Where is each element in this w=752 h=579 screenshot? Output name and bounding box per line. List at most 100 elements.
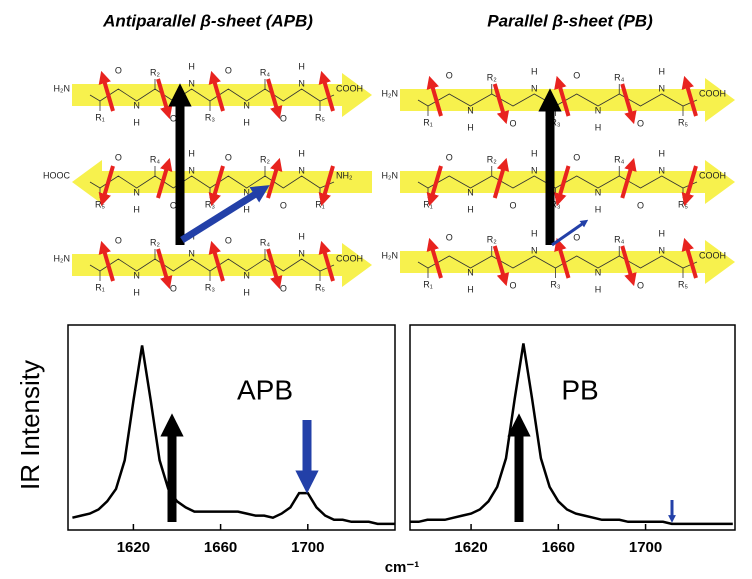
x-tick-label: 1660: [204, 539, 237, 556]
r-group: R₂: [150, 67, 160, 77]
o-atom: O: [225, 152, 232, 162]
h-atom: H: [531, 148, 538, 158]
o-atom: O: [573, 70, 580, 80]
r-group: R₃: [205, 199, 215, 209]
end-group: HOOC: [43, 170, 71, 180]
o-atom: O: [280, 200, 287, 210]
y-axis-label: IR Intensity: [15, 360, 45, 490]
h-atom: H: [243, 117, 250, 127]
r-group: R₃: [550, 279, 560, 289]
n-atom: N: [243, 100, 250, 110]
panel-title: Antiparallel β-sheet (APB): [102, 11, 313, 30]
h-atom: H: [531, 66, 538, 76]
o-atom: O: [573, 152, 580, 162]
end-group: NH₂: [336, 170, 353, 180]
r-group: R₁: [423, 199, 433, 209]
r-group: R₅: [678, 117, 688, 127]
h-atom: H: [595, 122, 602, 132]
o-atom: O: [637, 118, 644, 128]
o-atom: O: [280, 283, 287, 293]
n-atom: N: [298, 78, 305, 88]
n-atom: N: [188, 248, 195, 258]
r-group: R₅: [315, 112, 325, 122]
annotation: APB: [237, 374, 293, 405]
r-group: R₂: [260, 154, 270, 164]
end-group: H₂N: [382, 170, 399, 180]
h-atom: H: [133, 287, 140, 297]
x-tick-label: 1620: [454, 539, 487, 556]
o-atom: O: [573, 232, 580, 242]
r-group: R₂: [150, 237, 160, 247]
h-atom: H: [467, 204, 474, 214]
h-atom: H: [298, 148, 305, 158]
x-axis-label: cm⁻¹: [385, 559, 420, 576]
end-group: COOH: [336, 83, 363, 93]
o-atom: O: [509, 200, 516, 210]
n-atom: N: [531, 165, 538, 175]
n-atom: N: [298, 248, 305, 258]
h-atom: H: [243, 204, 250, 214]
n-atom: N: [467, 187, 474, 197]
o-atom: O: [446, 152, 453, 162]
h-atom: H: [133, 204, 140, 214]
o-atom: O: [280, 113, 287, 123]
n-atom: N: [531, 245, 538, 255]
h-atom: H: [595, 284, 602, 294]
n-atom: N: [467, 105, 474, 115]
h-atom: H: [298, 231, 305, 241]
r-group: R₄: [150, 154, 160, 164]
r-group: R₂: [487, 234, 497, 244]
o-atom: O: [225, 65, 232, 75]
h-atom: H: [595, 204, 602, 214]
r-group: R₅: [678, 279, 688, 289]
end-group: COOH: [699, 250, 726, 260]
o-atom: O: [509, 118, 516, 128]
o-atom: O: [225, 235, 232, 245]
o-atom: O: [115, 235, 122, 245]
x-tick-label: 1660: [542, 539, 575, 556]
r-group: R₁: [423, 117, 433, 127]
panel-title: Parallel β-sheet (PB): [487, 11, 653, 30]
r-group: R₄: [614, 72, 624, 82]
o-atom: O: [637, 200, 644, 210]
h-atom: H: [659, 148, 666, 158]
end-group: H₂N: [54, 253, 71, 263]
o-atom: O: [509, 280, 516, 290]
end-group: COOH: [336, 253, 363, 263]
annotation: PB: [561, 374, 598, 405]
n-atom: N: [188, 165, 195, 175]
n-atom: N: [659, 165, 666, 175]
r-group: R₄: [614, 154, 624, 164]
h-atom: H: [531, 228, 538, 238]
n-atom: N: [133, 270, 140, 280]
end-group: H₂N: [382, 88, 399, 98]
n-atom: N: [595, 267, 602, 277]
n-atom: N: [659, 83, 666, 93]
n-atom: N: [298, 165, 305, 175]
r-group: R₄: [260, 67, 270, 77]
h-atom: H: [467, 284, 474, 294]
o-atom: O: [446, 70, 453, 80]
r-group: R₅: [95, 199, 105, 209]
o-atom: O: [170, 283, 177, 293]
o-atom: O: [115, 152, 122, 162]
n-atom: N: [659, 245, 666, 255]
r-group: R₂: [487, 154, 497, 164]
x-tick-label: 1700: [291, 539, 324, 556]
n-atom: N: [467, 267, 474, 277]
n-atom: N: [243, 270, 250, 280]
r-group: R₁: [95, 112, 105, 122]
end-group: H₂N: [54, 83, 71, 93]
end-group: COOH: [699, 170, 726, 180]
n-atom: N: [188, 78, 195, 88]
r-group: R₅: [315, 282, 325, 292]
h-atom: H: [133, 117, 140, 127]
n-atom: N: [595, 105, 602, 115]
h-atom: H: [243, 287, 250, 297]
h-atom: H: [188, 61, 195, 71]
spectrum-line: [410, 343, 733, 524]
n-atom: N: [595, 187, 602, 197]
x-tick-label: 1620: [117, 539, 150, 556]
perp-dipole: [182, 190, 262, 240]
n-atom: N: [133, 187, 140, 197]
